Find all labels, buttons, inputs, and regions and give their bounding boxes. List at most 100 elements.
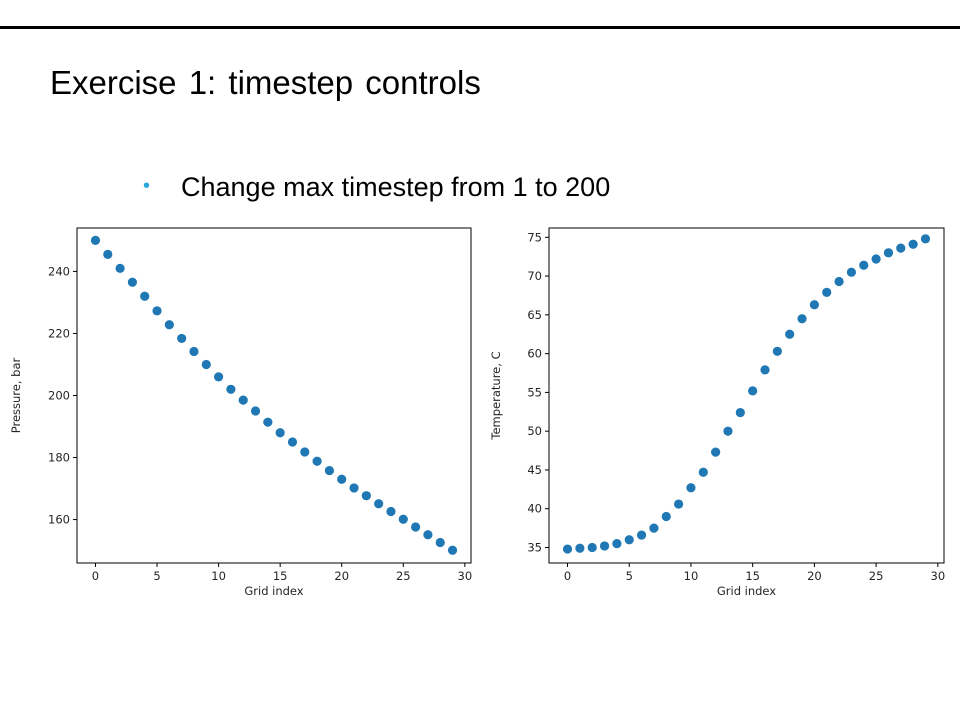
data-point bbox=[213, 372, 224, 382]
data-point bbox=[834, 276, 844, 287]
data-point bbox=[300, 447, 310, 457]
data-point bbox=[201, 359, 211, 370]
data-point bbox=[883, 248, 894, 258]
data-point bbox=[871, 254, 881, 264]
bullet-item: • Change max timestep from 1 to 200 bbox=[143, 172, 610, 203]
data-point bbox=[263, 417, 273, 427]
data-point bbox=[587, 542, 597, 553]
y-tick-label: 200 bbox=[48, 389, 70, 403]
data-point bbox=[822, 287, 832, 297]
x-tick-label: 25 bbox=[869, 569, 884, 583]
data-point bbox=[312, 456, 322, 466]
x-tick-label: 5 bbox=[153, 569, 160, 583]
data-point bbox=[846, 267, 857, 277]
data-point bbox=[90, 235, 101, 246]
data-point bbox=[435, 537, 445, 548]
data-point bbox=[785, 329, 795, 339]
data-point bbox=[164, 320, 174, 330]
x-tick-label: 15 bbox=[273, 569, 288, 583]
data-point bbox=[735, 407, 745, 418]
x-tick-label: 10 bbox=[684, 569, 699, 583]
top-rule bbox=[0, 26, 960, 29]
data-point bbox=[748, 386, 758, 396]
y-tick-label: 60 bbox=[527, 347, 542, 361]
y-tick-label: 45 bbox=[527, 463, 542, 477]
x-tick-label: 0 bbox=[564, 569, 571, 583]
data-point bbox=[599, 541, 610, 551]
data-point bbox=[447, 545, 458, 555]
data-point bbox=[115, 263, 125, 273]
data-point bbox=[349, 483, 359, 493]
data-point bbox=[698, 467, 708, 477]
data-point bbox=[674, 499, 684, 509]
data-point bbox=[410, 522, 421, 532]
data-point bbox=[612, 539, 622, 549]
data-point bbox=[760, 365, 770, 375]
y-axis-label: Pressure, bar bbox=[9, 357, 23, 433]
data-point bbox=[250, 406, 261, 416]
data-point bbox=[723, 426, 733, 436]
plot-frame bbox=[548, 227, 945, 564]
x-tick-label: 30 bbox=[458, 569, 473, 583]
y-tick-label: 55 bbox=[527, 385, 542, 399]
x-tick-label: 0 bbox=[92, 569, 99, 583]
y-tick-label: 70 bbox=[527, 269, 542, 283]
data-point bbox=[624, 535, 634, 545]
data-point bbox=[324, 465, 335, 476]
data-point bbox=[287, 437, 298, 447]
slide-title: Exercise 1: timestep controls bbox=[50, 64, 481, 101]
data-point bbox=[423, 530, 433, 540]
data-point bbox=[140, 291, 150, 301]
y-tick-label: 180 bbox=[48, 451, 70, 465]
data-point bbox=[686, 483, 696, 493]
data-point bbox=[797, 314, 807, 324]
bullet-text: Change max timestep from 1 to 200 bbox=[181, 172, 611, 202]
data-point bbox=[361, 491, 371, 501]
data-point bbox=[398, 514, 408, 524]
data-point bbox=[772, 346, 782, 356]
y-tick-label: 160 bbox=[48, 513, 70, 527]
x-axis-label: Grid index bbox=[717, 584, 776, 598]
data-point bbox=[386, 506, 396, 517]
data-point bbox=[575, 543, 585, 553]
y-tick-label: 40 bbox=[527, 502, 542, 516]
x-tick-label: 10 bbox=[211, 569, 226, 583]
data-point bbox=[809, 300, 819, 310]
x-tick-label: 5 bbox=[626, 569, 633, 583]
x-tick-label: 30 bbox=[931, 569, 946, 583]
y-axis-label: Temperature, C bbox=[489, 351, 503, 440]
bullet-dot-icon: • bbox=[143, 175, 151, 197]
temperature-chart: 0 5 10 15 20 25 30 35 40 45 50 55 60 65 70 75 Grid index… bbox=[489, 227, 946, 598]
data-point bbox=[374, 499, 384, 509]
data-point bbox=[226, 384, 236, 394]
x-tick-label: 20 bbox=[807, 569, 822, 583]
data-point bbox=[177, 333, 187, 344]
data-point bbox=[275, 428, 285, 438]
data-point bbox=[896, 243, 906, 253]
x-tick-label: 25 bbox=[396, 569, 411, 583]
data-point bbox=[920, 234, 931, 244]
x-tick-label: 20 bbox=[334, 569, 349, 583]
y-tick-label: 220 bbox=[48, 326, 70, 340]
x-tick-label: 15 bbox=[745, 569, 760, 583]
data-point bbox=[661, 511, 671, 522]
data-point bbox=[103, 249, 113, 259]
data-point bbox=[152, 306, 162, 316]
data-point bbox=[711, 447, 721, 457]
data-point bbox=[636, 530, 647, 540]
data-point bbox=[649, 523, 659, 533]
x-axis-label: Grid index bbox=[244, 584, 303, 598]
y-tick-label: 35 bbox=[527, 540, 542, 554]
data-point bbox=[908, 239, 918, 249]
data-point bbox=[859, 260, 869, 270]
pressure-chart: 0 5 10 15 20 25 30 160 180 200 220 240 Grid index Pre… bbox=[9, 227, 473, 598]
y-tick-label: 65 bbox=[527, 308, 542, 322]
y-tick-label: 75 bbox=[527, 230, 542, 244]
data-point bbox=[337, 474, 347, 484]
plot-frame bbox=[76, 227, 472, 564]
data-point bbox=[238, 395, 248, 405]
y-tick-label: 240 bbox=[48, 264, 70, 278]
data-point bbox=[189, 346, 199, 357]
y-tick-label: 50 bbox=[527, 424, 542, 438]
data-point bbox=[127, 277, 138, 287]
